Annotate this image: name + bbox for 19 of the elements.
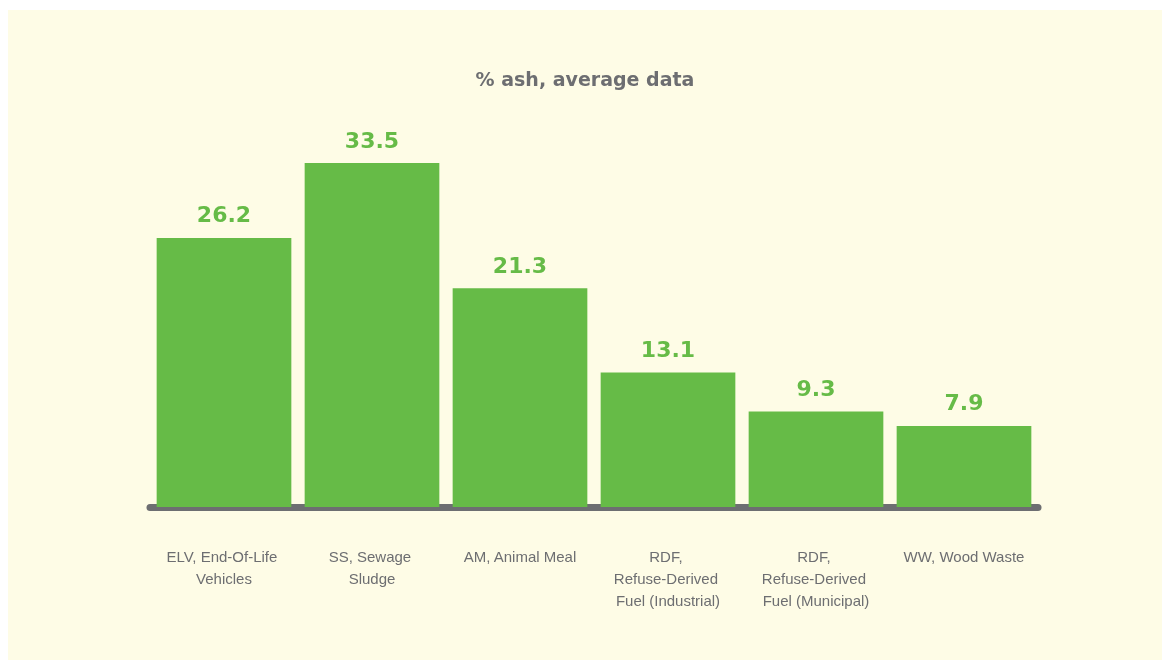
bar: [600, 372, 736, 507]
data-label: 7.9: [944, 390, 984, 416]
bar: [896, 425, 1032, 507]
chart-title: % ash, average data: [475, 67, 695, 90]
x-tick-label: RDF, Refuse-Derived Fuel (Industrial): [613, 547, 723, 609]
data-label: 13.1: [640, 336, 696, 362]
x-tick-label: SS, Sewage Sludge: [328, 547, 416, 587]
x-tick-label: WW, Wood Waste: [903, 547, 1025, 565]
data-label: 33.5: [344, 127, 400, 153]
x-tick-label: RDF, Refuse-Derived Fuel (Municipal): [761, 547, 871, 609]
data-label: 26.2: [196, 202, 252, 228]
bar: [156, 237, 292, 507]
data-label: 9.3: [796, 376, 836, 401]
x-tick-label: AM, Animal Meal: [463, 547, 577, 565]
bar: [452, 288, 588, 507]
x-tick-label: ELV, End-Of-Life Vehicles: [166, 547, 282, 587]
bar: [748, 411, 884, 507]
bar: [304, 163, 440, 507]
data-label: 21.3: [492, 252, 548, 278]
